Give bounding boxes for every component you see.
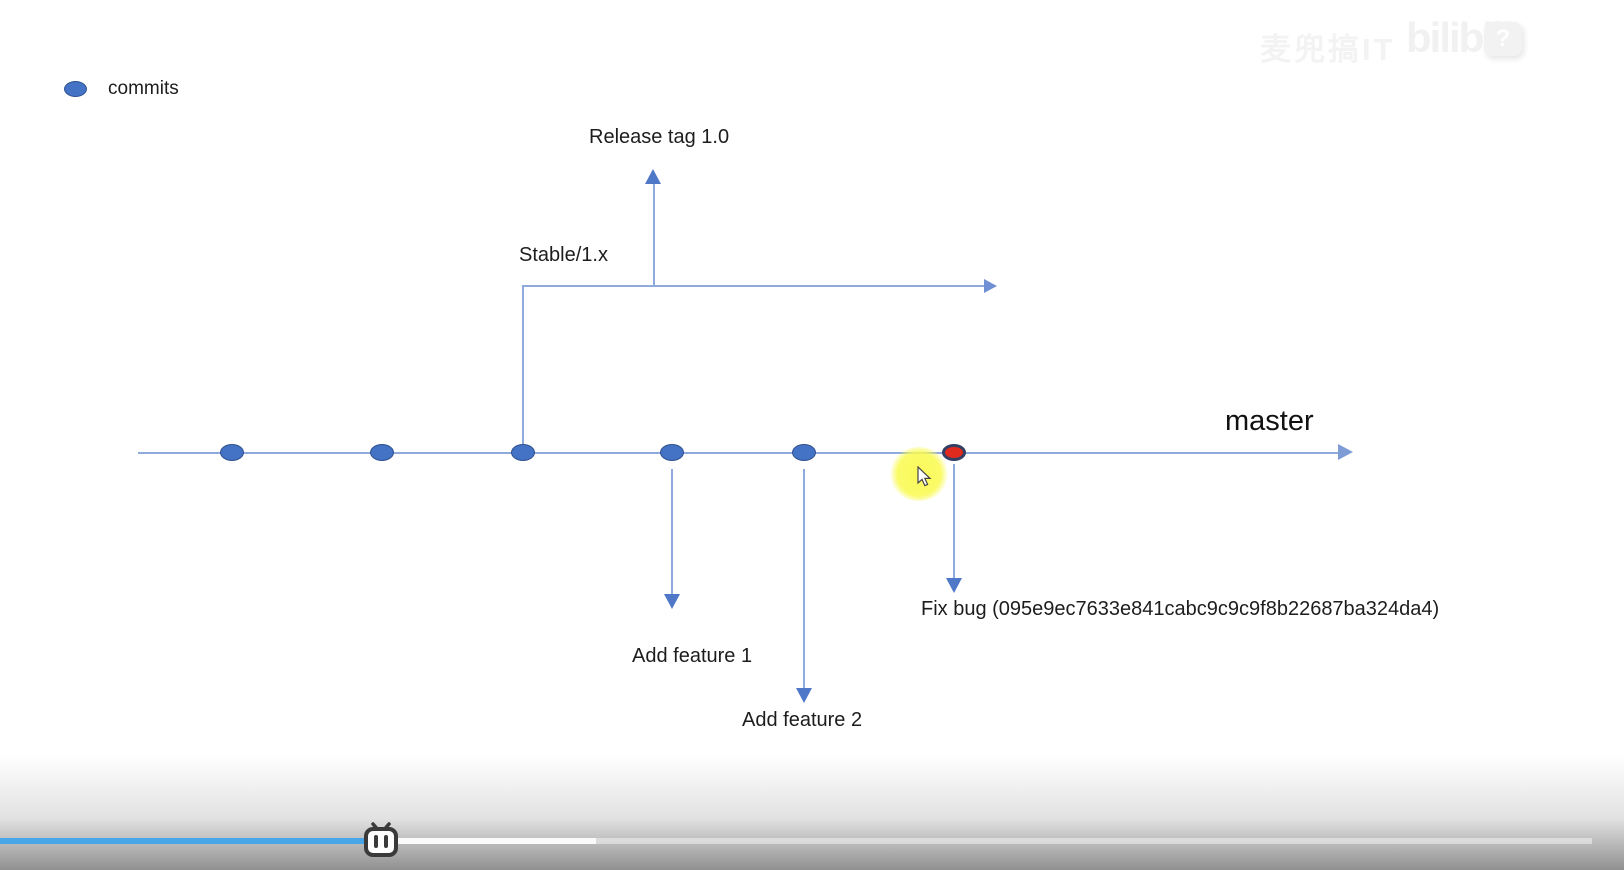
stable-branch-fork-line [522,286,524,453]
feature2-arrow-line [803,469,805,689]
player-gradient [0,755,1624,870]
stable-branch-line [522,285,984,287]
commit-dot [660,444,684,461]
fixbug-arrowhead-icon [946,578,962,593]
legend-label: commits [108,78,179,99]
fixbug-label: Fix bug (095e9ec7633e841cabc9c9c9f8b2268… [921,598,1440,620]
feature2-label: Add feature 2 [742,709,863,731]
commit-dot [370,444,394,461]
watermark-channel-text: 麦兜搞IT [1260,32,1396,67]
master-arrowhead-icon [1338,444,1353,460]
progress-buffered [366,838,596,844]
feature2-arrowhead-icon [796,688,812,703]
help-bubble-icon: ? [1484,22,1522,56]
mouse-cursor-icon [914,465,936,493]
master-branch-line [138,452,1338,454]
commit-dot [511,444,535,461]
fixbug-arrow-line [953,464,955,579]
feature1-arrowhead-icon [664,594,680,609]
release-tag-arrowhead-icon [645,169,661,184]
commit-dot-red [942,444,966,461]
commit-dot [220,444,244,461]
master-branch-label: master [1225,405,1314,437]
legend-commit-dot [64,81,87,97]
progress-played[interactable] [0,838,366,844]
commit-dot [792,444,816,461]
stable-branch-arrowhead-icon [984,279,997,293]
progress-track[interactable] [0,838,1592,844]
scrubber-tv-icon[interactable] [358,814,404,865]
feature1-label: Add feature 1 [632,645,753,667]
release-tag-arrow-line [653,183,655,286]
stable-branch-label: Stable/1.x [519,244,608,266]
release-tag-label: Release tag 1.0 [589,126,730,148]
feature1-arrow-line [671,469,673,595]
